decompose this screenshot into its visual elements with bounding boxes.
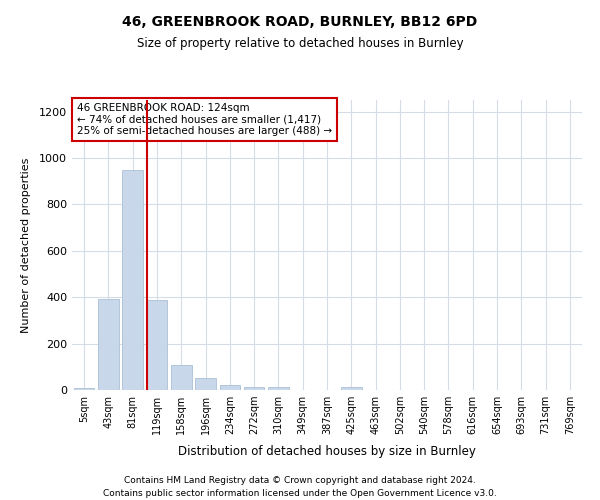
Bar <box>195 378 216 390</box>
Bar <box>122 170 143 390</box>
Text: Contains public sector information licensed under the Open Government Licence v3: Contains public sector information licen… <box>103 489 497 498</box>
Text: 46, GREENBROOK ROAD, BURNLEY, BB12 6PD: 46, GREENBROOK ROAD, BURNLEY, BB12 6PD <box>122 15 478 29</box>
Bar <box>268 386 289 390</box>
Text: 46 GREENBROOK ROAD: 124sqm
← 74% of detached houses are smaller (1,417)
25% of s: 46 GREENBROOK ROAD: 124sqm ← 74% of deta… <box>77 103 332 136</box>
Bar <box>98 299 119 390</box>
Bar <box>171 365 191 390</box>
Text: Contains HM Land Registry data © Crown copyright and database right 2024.: Contains HM Land Registry data © Crown c… <box>124 476 476 485</box>
Bar <box>341 387 362 390</box>
Y-axis label: Number of detached properties: Number of detached properties <box>20 158 31 332</box>
Text: Size of property relative to detached houses in Burnley: Size of property relative to detached ho… <box>137 38 463 51</box>
Bar <box>74 388 94 390</box>
Bar <box>244 386 265 390</box>
X-axis label: Distribution of detached houses by size in Burnley: Distribution of detached houses by size … <box>178 446 476 458</box>
Bar <box>146 300 167 390</box>
Bar <box>220 384 240 390</box>
